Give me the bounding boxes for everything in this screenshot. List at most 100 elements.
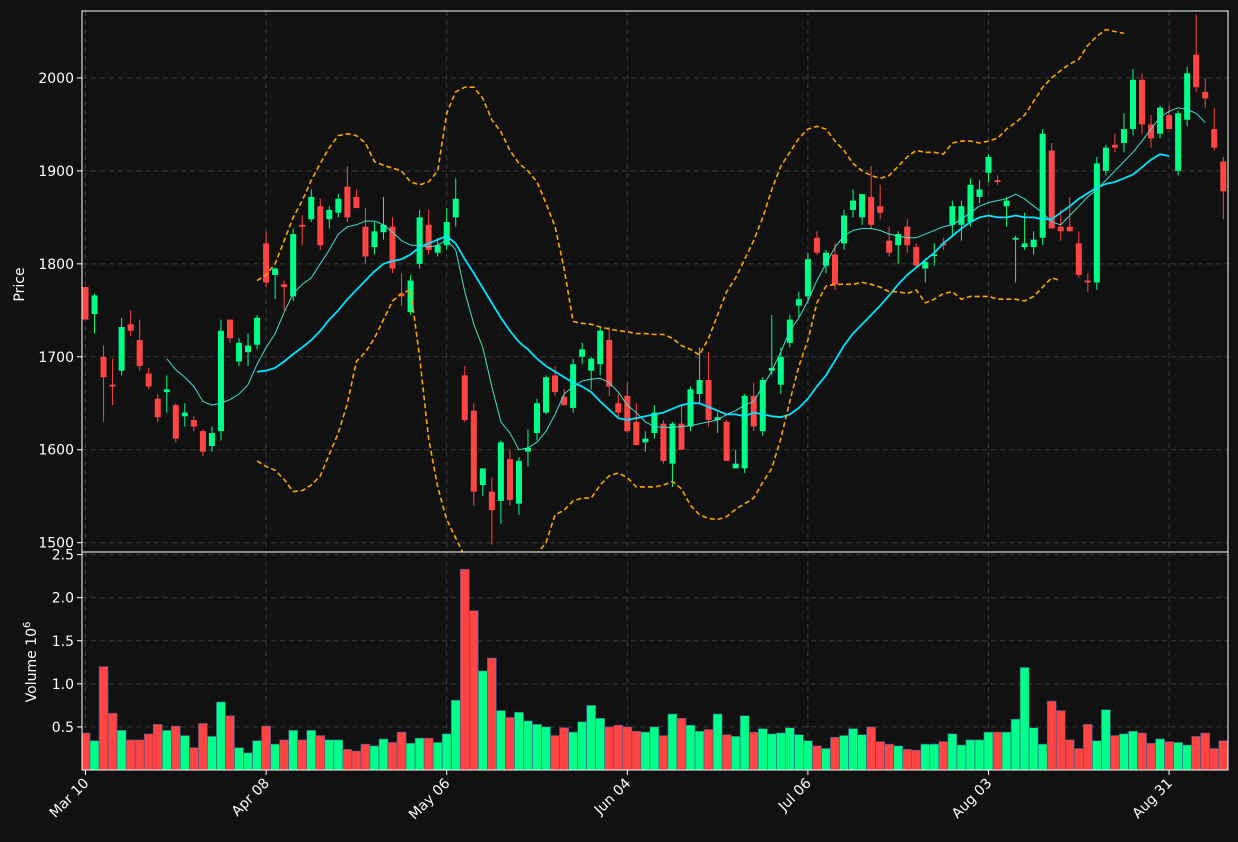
candle-body <box>768 367 775 371</box>
candle-body <box>470 410 477 492</box>
volume-bar <box>1092 740 1102 770</box>
volume-bar <box>252 740 262 770</box>
volume-bar <box>387 742 398 770</box>
candle-body <box>1193 54 1200 88</box>
candle-body <box>317 206 324 246</box>
candle-body <box>633 421 640 446</box>
volume-bar <box>351 750 362 770</box>
candle-body <box>678 423 685 450</box>
candle-body <box>1139 79 1146 125</box>
candle-body <box>859 194 866 218</box>
volume-bar <box>902 749 913 770</box>
candle-body <box>795 299 802 306</box>
volume-axis-exponent: 6 <box>22 622 33 628</box>
candle-body <box>299 224 306 227</box>
candle-body <box>1120 129 1127 143</box>
volume-y-tick-label: 0.5 <box>52 720 74 736</box>
volume-bar <box>324 739 335 770</box>
volume-bar <box>821 748 831 770</box>
volume-bar <box>622 726 633 770</box>
candle-body <box>1111 144 1118 148</box>
volume-bar <box>1182 744 1192 770</box>
volume-bar <box>170 725 181 770</box>
candle-body <box>1102 147 1109 171</box>
candle-body <box>985 156 992 173</box>
candle-body <box>714 417 721 421</box>
volume-bar <box>1200 732 1211 770</box>
volume-bar <box>225 715 235 770</box>
candle-body <box>967 184 974 223</box>
volume-bar <box>1064 739 1075 770</box>
candle-body <box>850 200 857 210</box>
grid-layer <box>82 11 1228 770</box>
volume-bar <box>207 736 217 770</box>
volume-bar <box>288 730 299 770</box>
candle-body <box>1066 226 1073 232</box>
volume-bar <box>604 726 615 770</box>
volume-bar <box>1146 742 1156 770</box>
candle-body <box>660 423 667 461</box>
candle-body <box>398 293 405 297</box>
volume-bar <box>757 728 768 770</box>
volume-bar <box>577 721 587 770</box>
candle-body <box>524 447 531 452</box>
volume-bar <box>676 718 687 770</box>
volume-bar <box>541 726 551 770</box>
price-y-tick-label: 1600 <box>38 443 74 459</box>
volume-bar <box>640 731 651 770</box>
candle-body <box>687 389 694 427</box>
candle-body <box>696 380 703 394</box>
volume-bar <box>107 712 118 770</box>
volume-bar <box>125 739 136 770</box>
price-y-tick-label: 1500 <box>38 536 74 552</box>
candle-body <box>1003 200 1010 207</box>
volume-bar <box>378 738 389 770</box>
volume-bar <box>893 745 904 770</box>
candle-body <box>922 261 929 269</box>
candle-body <box>245 345 252 353</box>
volume-bar <box>803 740 813 770</box>
volume-bar <box>712 713 723 770</box>
candle-body <box>813 237 820 253</box>
volume-bar <box>550 735 560 770</box>
volume-bar <box>766 733 777 770</box>
volume-bar <box>315 735 326 770</box>
volume-axis-label: Volume 106 <box>22 622 40 703</box>
volume-bar <box>866 726 876 770</box>
candle-body <box>1175 113 1182 171</box>
volume-bar <box>965 739 976 770</box>
candle-body <box>497 442 504 501</box>
candle-body <box>344 186 351 218</box>
candle-body <box>190 420 197 427</box>
volume-bar <box>730 736 741 770</box>
volume-bar <box>1001 731 1012 770</box>
volume-y-tick-label: 1.5 <box>52 634 74 650</box>
volume-bar <box>775 732 786 770</box>
volume-bar <box>1119 733 1129 770</box>
candle-body <box>362 226 369 257</box>
volume-bar <box>658 735 669 770</box>
volume-axis-label-text: Volume 10 <box>24 628 40 702</box>
candle-body <box>579 349 586 357</box>
volume-bar <box>1137 732 1147 770</box>
volume-bar <box>279 739 289 770</box>
candle-body <box>353 196 360 209</box>
volume-bar <box>478 670 488 770</box>
candle-body <box>705 380 712 421</box>
volume-bar <box>920 743 931 770</box>
volume-bar <box>234 747 244 770</box>
volume-bar <box>694 730 705 770</box>
candle-body <box>534 403 540 434</box>
candle-body <box>461 375 468 421</box>
candle-body <box>389 226 396 269</box>
candle-body <box>290 234 297 297</box>
volume-y-tick-label: 1.0 <box>52 677 74 693</box>
candle-body <box>452 198 459 218</box>
volume-bar <box>189 747 199 770</box>
candle-body <box>506 459 513 500</box>
candle-body <box>127 324 134 331</box>
candle-body <box>904 226 911 246</box>
candle-body <box>777 356 784 385</box>
candle-body <box>949 206 956 225</box>
candle-body <box>479 468 486 486</box>
